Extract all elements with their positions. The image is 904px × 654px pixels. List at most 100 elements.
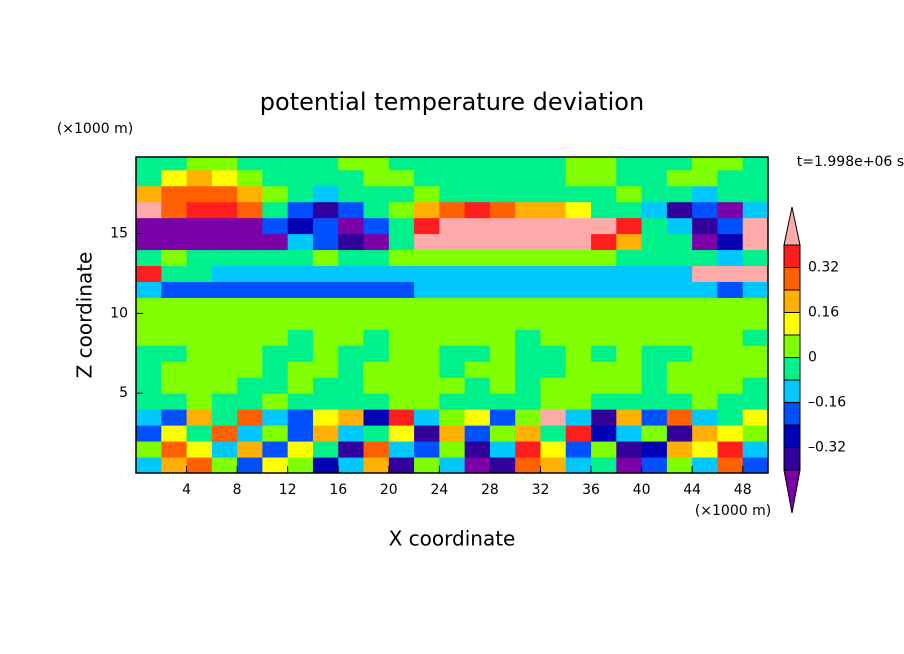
contour-cell xyxy=(641,329,668,346)
contour-cell xyxy=(414,281,440,298)
contour-cell xyxy=(363,361,390,378)
contour-cell xyxy=(515,329,541,346)
contour-cell xyxy=(692,201,718,219)
contour-cell xyxy=(692,313,718,330)
contour-cell xyxy=(489,265,516,282)
contour-cell xyxy=(692,217,718,235)
contour-cell xyxy=(287,361,314,378)
contour-cell xyxy=(161,441,188,458)
contour-cell xyxy=(489,201,516,219)
contour-cell xyxy=(489,441,516,458)
contour-cell xyxy=(388,313,415,330)
contour-cell xyxy=(591,393,617,410)
contour-cell xyxy=(515,201,541,219)
contour-cell xyxy=(136,201,162,219)
contour-cell xyxy=(363,157,390,171)
contour-cell xyxy=(237,313,263,330)
contour-cell xyxy=(363,393,390,410)
contour-cell xyxy=(414,361,440,378)
contour-cell xyxy=(161,329,188,346)
y-tick-label: 15 xyxy=(110,226,128,242)
contour-cell xyxy=(515,185,541,203)
contour-cell xyxy=(312,265,339,282)
contour-cell xyxy=(388,233,415,251)
contour-cell xyxy=(515,265,541,282)
contour-cell xyxy=(540,393,567,410)
contour-cell xyxy=(489,329,516,346)
contour-cell xyxy=(717,297,744,314)
colorbar-box xyxy=(783,424,801,448)
x-tick-label: 8 xyxy=(233,482,242,498)
contour-cell xyxy=(692,157,718,171)
contour-cell xyxy=(287,249,314,267)
contour-cell xyxy=(262,201,289,219)
contour-cell xyxy=(136,329,162,346)
contour-cell xyxy=(161,201,188,219)
contour-cell xyxy=(565,345,592,362)
contour-cell xyxy=(666,265,693,282)
contour-cell xyxy=(464,233,491,251)
contour-cell xyxy=(666,457,693,473)
contour-cell xyxy=(540,249,567,267)
contour-cell xyxy=(388,441,415,458)
contour-cell xyxy=(262,217,289,235)
contour-cell xyxy=(312,169,339,187)
contour-cell xyxy=(237,233,263,251)
contour-cell xyxy=(616,157,643,171)
contour-cell xyxy=(489,409,516,426)
contour-cell xyxy=(717,169,744,187)
contour-cell xyxy=(237,361,263,378)
contour-cell xyxy=(338,345,365,362)
contour-cell xyxy=(666,377,693,394)
contour-cell xyxy=(591,217,617,235)
contour-cell xyxy=(742,393,768,410)
contour-cell xyxy=(312,157,339,171)
contour-cell xyxy=(136,457,162,473)
colorbar-box xyxy=(783,267,801,291)
x-tick-label: 20 xyxy=(380,482,398,498)
contour-cell xyxy=(515,233,541,251)
contour-cell xyxy=(363,233,390,251)
contour-cell xyxy=(439,393,466,410)
contour-cell xyxy=(136,185,162,203)
contour-cell xyxy=(717,329,744,346)
contour-cell xyxy=(262,265,289,282)
contour-cell xyxy=(388,217,415,235)
contour-cell xyxy=(641,233,668,251)
contour-cell xyxy=(363,185,390,203)
contour-cell xyxy=(515,297,541,314)
contour-cell xyxy=(717,265,744,282)
contour-cell xyxy=(692,233,718,251)
contour-cell xyxy=(616,281,643,298)
contour-cell xyxy=(262,281,289,298)
contour-cell xyxy=(439,157,466,171)
contour-cell xyxy=(211,409,238,426)
contour-cell xyxy=(641,457,668,473)
contour-cell xyxy=(237,217,263,235)
contour-cell xyxy=(666,169,693,187)
contour-cell xyxy=(136,345,162,362)
x-tick-label: 24 xyxy=(430,482,448,498)
contour-cell xyxy=(565,393,592,410)
contour-cell xyxy=(186,281,213,298)
contour-cell xyxy=(439,201,466,219)
contour-cell xyxy=(616,457,643,473)
contour-cell xyxy=(742,169,768,187)
contour-cell xyxy=(515,425,541,442)
contour-cell xyxy=(211,169,238,187)
contour-cell xyxy=(211,393,238,410)
contour-cell xyxy=(666,393,693,410)
contour-cell xyxy=(742,329,768,346)
contour-cell xyxy=(287,329,314,346)
plot-frame xyxy=(135,156,769,474)
contour-cell xyxy=(616,361,643,378)
contour-cell xyxy=(262,313,289,330)
contour-cell xyxy=(489,233,516,251)
contour-cell xyxy=(692,393,718,410)
contour-cell xyxy=(312,313,339,330)
contour-cell xyxy=(186,265,213,282)
contour-cell xyxy=(186,217,213,235)
contour-cell xyxy=(211,361,238,378)
contour-cell xyxy=(237,249,263,267)
contour-cell xyxy=(363,409,390,426)
